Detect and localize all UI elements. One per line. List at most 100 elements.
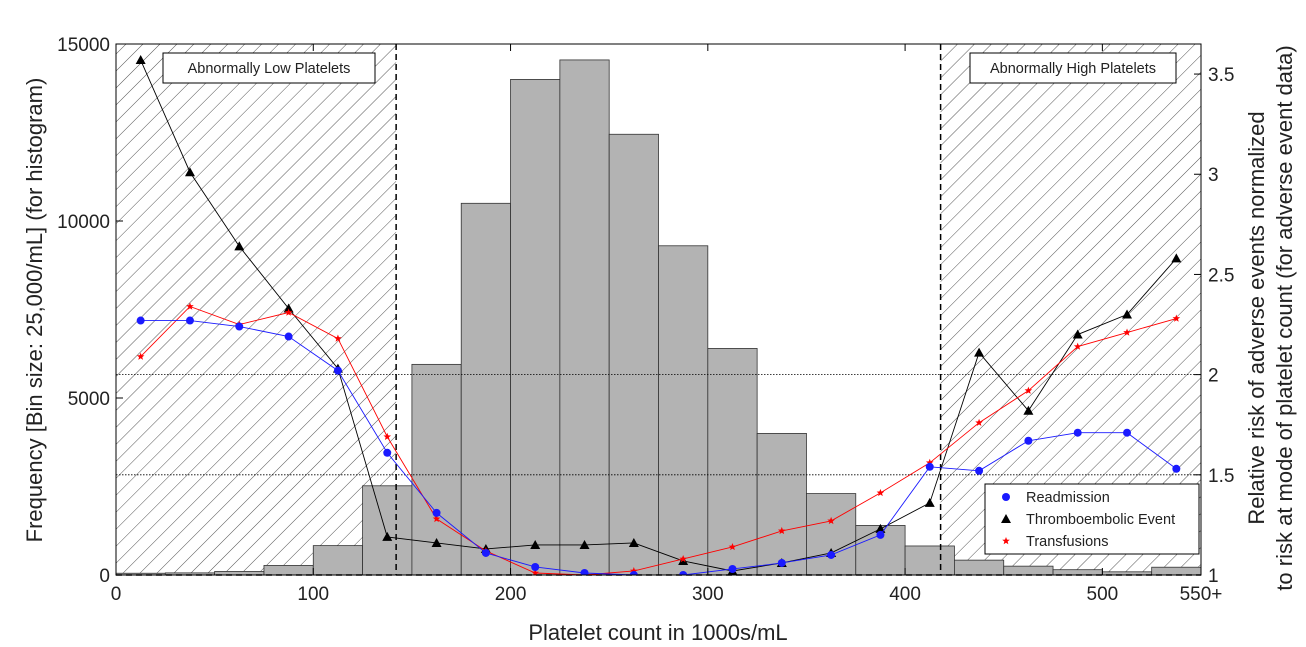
histogram-bar — [707, 348, 758, 576]
histogram-bar — [954, 559, 1005, 576]
data-point-readmission — [876, 530, 885, 539]
data-point-transfusions — [975, 418, 983, 426]
shaded-region-0 — [116, 44, 397, 575]
y-axis-left: 0 5000 10000 15000 — [57, 35, 123, 587]
y2-tick-label: 3.5 — [1208, 65, 1234, 86]
data-point-readmission — [580, 568, 589, 575]
series-line-readmission — [140, 320, 1177, 575]
data-point-readmission — [1123, 428, 1132, 437]
data-point-transfusions — [876, 488, 885, 497]
y2-axis-title-line2: to risk at mode of platelet count (for a… — [1272, 45, 1297, 590]
data-point-transfusions — [186, 302, 194, 310]
legend-label: Thromboembolic Event — [1026, 512, 1175, 528]
data-point-readmission — [235, 322, 244, 331]
data-point-transfusions — [383, 432, 392, 440]
data-point-thromboembolic-event — [628, 537, 639, 547]
data-point-thromboembolic-event — [579, 539, 590, 549]
y2-tick-label: 2.5 — [1208, 265, 1234, 286]
y-axis-right: 1 1.5 2 2.5 3 3.5 — [1194, 65, 1234, 587]
data-point-thromboembolic-event — [974, 347, 985, 357]
data-point-readmission — [827, 550, 836, 559]
data-point-thromboembolic-event — [924, 497, 935, 507]
series-line-thromboembolic-event — [140, 59, 1177, 572]
data-point-readmission — [975, 466, 984, 475]
region-boundaries — [395, 44, 942, 575]
data-point-thromboembolic-event — [875, 523, 886, 533]
data-point-transfusions — [1123, 328, 1131, 336]
histogram-bar — [1052, 569, 1103, 576]
data-point-readmission — [728, 564, 737, 573]
data-point-transfusions — [432, 514, 441, 523]
data-point-transfusions — [284, 308, 293, 316]
y-tick-label: 5000 — [68, 389, 110, 410]
data-point-transfusions — [1024, 386, 1033, 394]
data-point-readmission — [136, 316, 145, 325]
data-point-transfusions — [827, 516, 835, 525]
data-point-transfusions — [777, 526, 786, 535]
histogram-bar — [559, 59, 610, 576]
y2-tick-label: 1.5 — [1208, 466, 1234, 487]
data-point-transfusions — [679, 554, 687, 563]
histogram-bar — [312, 545, 363, 576]
shaded-regions — [116, 44, 1201, 575]
data-point-transfusions — [531, 569, 540, 575]
histogram-bar — [806, 493, 857, 576]
data-point-transfusions — [630, 566, 638, 575]
histogram-bar — [362, 485, 413, 576]
y2-tick-label: 2 — [1208, 366, 1219, 387]
legend-marker-thromboembolic-event — [1001, 514, 1011, 523]
data-point-readmission — [284, 332, 293, 341]
data-point-transfusions — [728, 542, 737, 551]
y-axis-title: Frequency [Bin size: 25,000/mL] (for his… — [22, 78, 47, 543]
x-tick-label: 550+ — [1180, 584, 1223, 605]
y-tick-label: 15000 — [57, 35, 110, 56]
data-point-thromboembolic-event — [234, 241, 245, 251]
data-point-readmission — [1073, 428, 1082, 437]
histogram-bar — [1151, 566, 1202, 576]
legend-label: Readmission — [1026, 490, 1110, 506]
y2-tick-label: 3 — [1208, 165, 1219, 186]
data-point-readmission — [333, 366, 342, 375]
y2-tick-label: 1 — [1208, 566, 1219, 587]
x-tick-label: 500 — [1087, 584, 1119, 605]
histogram-bars — [115, 59, 1202, 576]
data-point-readmission — [185, 316, 194, 325]
histogram-bar — [1003, 565, 1054, 576]
data-point-thromboembolic-event — [1171, 253, 1182, 263]
data-point-thromboembolic-event — [530, 539, 541, 549]
data-point-thromboembolic-event — [1023, 405, 1034, 415]
data-point-thromboembolic-event — [184, 167, 195, 177]
legend-box — [984, 483, 1200, 555]
x-tick-label: 400 — [889, 584, 921, 605]
region-label: Abnormally High Platelets — [990, 61, 1156, 77]
y2-axis-title-line1: Relative risk of adverse events normaliz… — [1244, 111, 1269, 524]
legend-label: Transfusions — [1026, 534, 1108, 550]
data-point-thromboembolic-event — [283, 303, 294, 313]
histogram-bar — [608, 133, 659, 576]
data-point-readmission — [481, 548, 490, 557]
plot-frame — [115, 43, 1202, 576]
data-point-transfusions — [1073, 342, 1082, 350]
x-axis: 0 100 200 300 400 500 550+ — [111, 44, 1223, 605]
data-point-readmission — [432, 508, 441, 517]
x-tick-label: 0 — [111, 584, 122, 605]
data-point-readmission — [925, 462, 934, 471]
data-point-transfusions — [925, 458, 934, 467]
histogram-bar — [510, 79, 561, 576]
legend-marker-transfusions — [1002, 537, 1010, 545]
data-point-transfusions — [136, 352, 145, 360]
data-point-thromboembolic-event — [431, 537, 442, 547]
x-axis-title: Platelet count in 1000s/mL — [528, 620, 787, 645]
y-tick-label: 10000 — [57, 212, 110, 233]
histogram-bar — [756, 432, 807, 576]
x-tick-label: 300 — [692, 584, 724, 605]
data-point-readmission — [777, 558, 786, 567]
data-point-thromboembolic-event — [382, 531, 393, 541]
data-point-thromboembolic-event — [135, 55, 146, 65]
data-point-readmission — [1172, 464, 1181, 473]
region-label-box — [162, 52, 376, 84]
histogram-bar — [904, 545, 955, 576]
region-label-box — [969, 52, 1177, 84]
legend: Readmission Thromboembolic Event Transfusi… — [984, 483, 1200, 555]
